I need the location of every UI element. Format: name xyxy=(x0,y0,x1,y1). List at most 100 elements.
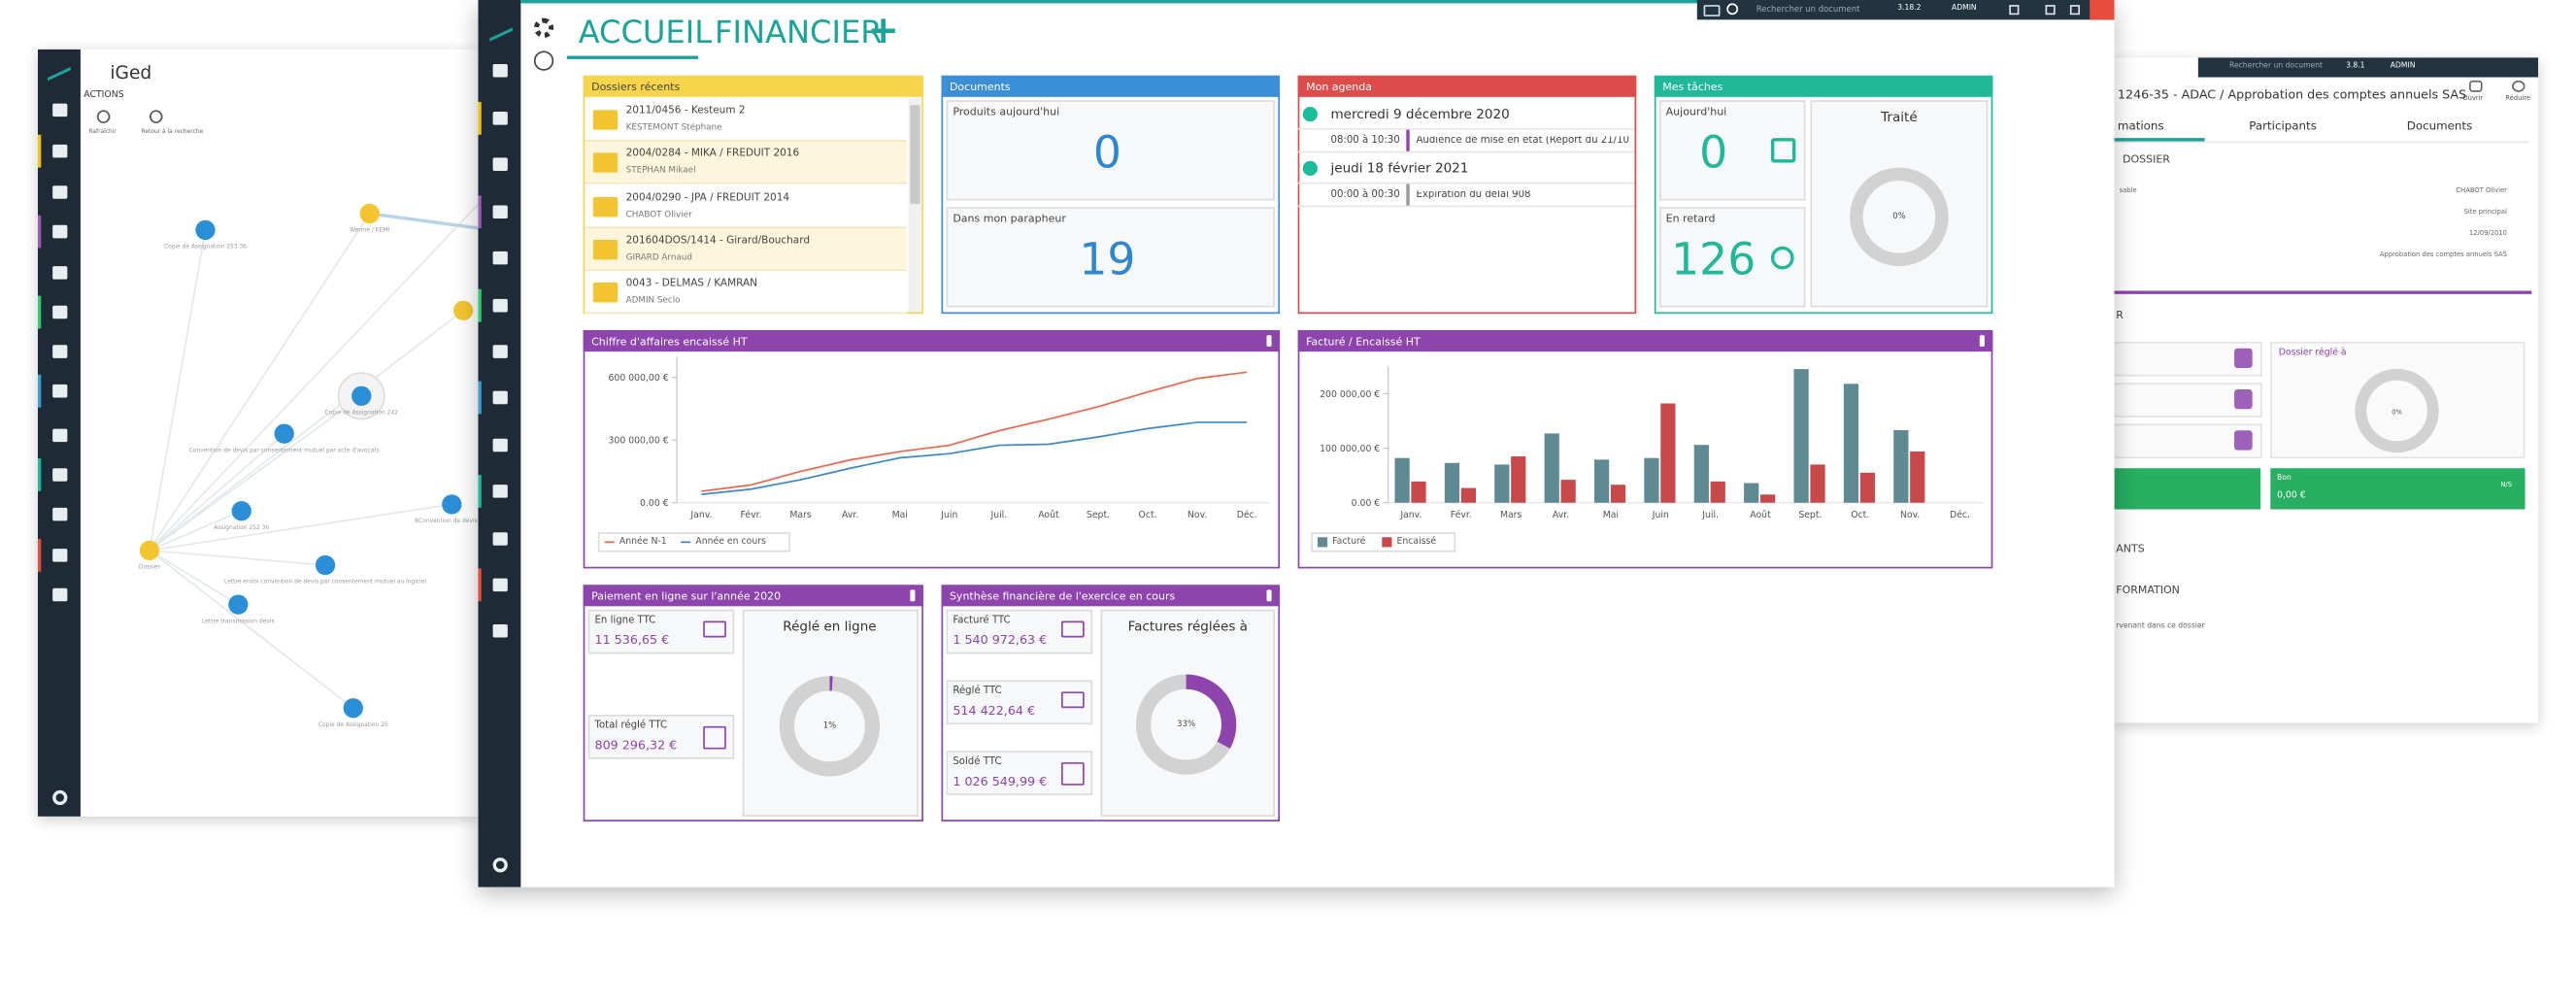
window-control[interactable] xyxy=(2009,5,2020,16)
graph-edge xyxy=(149,549,326,566)
search-icon[interactable] xyxy=(1726,3,1739,16)
status-code: N/S xyxy=(2500,480,2513,488)
sidebar-icon xyxy=(52,587,68,602)
x-tick-label: Juin xyxy=(1652,510,1669,520)
bar xyxy=(1394,457,1410,503)
tile-amount: 514 422,64 € xyxy=(953,703,1036,719)
action-label[interactable]: Retour à la recherche xyxy=(141,127,204,135)
settings-icon[interactable] xyxy=(533,17,554,38)
folder-title[interactable]: 2011/0456 - Kesteum 2 xyxy=(625,105,746,117)
note: rvenant dans ce dossier xyxy=(2116,622,2205,631)
sidebar-icon xyxy=(492,578,508,592)
sidebar-icon xyxy=(52,428,68,443)
user-name[interactable]: ADMIN xyxy=(1952,4,1977,13)
bar xyxy=(1444,462,1460,503)
scrollbar-thumb[interactable] xyxy=(910,105,920,204)
legend-label: Année en cours xyxy=(695,536,766,547)
node-label[interactable]: Lettre envoi convention de devis par con… xyxy=(224,578,426,586)
close-button[interactable] xyxy=(2090,0,2115,20)
bar xyxy=(1793,369,1809,503)
sidebar-icon xyxy=(52,384,68,398)
node-label[interactable]: Lettre transmission devis xyxy=(201,618,275,624)
open-button[interactable]: Ouvrir xyxy=(2462,93,2484,102)
event-label[interactable]: Expiration du délai 908 xyxy=(1416,190,1531,201)
legend xyxy=(1311,532,1456,553)
folder-row[interactable] xyxy=(585,184,907,228)
info-icon[interactable] xyxy=(1266,335,1272,348)
tab[interactable]: mations xyxy=(2117,119,2164,134)
folder-row[interactable] xyxy=(585,142,907,185)
folder-title[interactable]: 2004/0284 - MIKA / FREDUIT 2016 xyxy=(625,148,800,160)
sidebar-icon xyxy=(492,485,508,498)
sidebar-icon xyxy=(52,144,68,158)
node-label[interactable]: Copie de Assignation 242 xyxy=(324,409,398,417)
x-tick-label: Févr. xyxy=(1451,510,1472,520)
settings-icon[interactable] xyxy=(492,857,508,873)
refresh-icon[interactable] xyxy=(533,50,554,71)
info-icon[interactable] xyxy=(910,589,916,602)
action-label[interactable]: Rafraîchir xyxy=(88,127,117,135)
tab[interactable]: FINANCIER xyxy=(715,15,883,51)
folder-title[interactable]: 2004/0290 - JPA / FREDUIT 2014 xyxy=(625,191,790,204)
window-control[interactable] xyxy=(2045,5,2056,16)
panel-title: Mon agenda xyxy=(1306,80,1372,93)
tab[interactable]: Participants xyxy=(2249,119,2317,134)
bar xyxy=(1644,457,1659,503)
x-tick-label: Nov. xyxy=(1188,510,1207,520)
info-icon[interactable] xyxy=(1979,335,1985,348)
sidebar-accent xyxy=(478,288,482,322)
user-name[interactable]: ADMIN xyxy=(2390,61,2416,70)
tile xyxy=(946,751,1093,795)
folder-icon xyxy=(592,196,619,217)
folder-row[interactable] xyxy=(585,227,907,271)
donut-label: 33% xyxy=(1177,720,1196,730)
settings-icon[interactable] xyxy=(52,789,68,806)
add-tab[interactable]: + xyxy=(867,10,899,53)
tile xyxy=(946,609,1093,654)
folder-title[interactable]: 0043 - DELMAS / KAMRAN xyxy=(625,278,757,290)
x-tick-label: Mars xyxy=(1500,510,1522,520)
folder-owner: CHABOT Olivier xyxy=(625,209,692,220)
tab-active[interactable]: ACCUEIL xyxy=(578,15,713,51)
folder-row[interactable] xyxy=(585,98,907,142)
action-icon[interactable] xyxy=(149,110,163,123)
search-box[interactable]: Rechercher un document xyxy=(1756,4,1860,15)
panel-header xyxy=(583,585,923,607)
event-time: 08:00 à 10:30 xyxy=(1330,134,1400,147)
tile-label: Soldé TTC xyxy=(953,755,1002,768)
node-label[interactable]: Assignation 252 36 xyxy=(214,523,270,531)
day-date: jeudi 18 février 2021 xyxy=(1330,160,1469,177)
bar xyxy=(1710,481,1725,503)
tile-label: Réglé TTC xyxy=(953,685,1002,697)
event-row[interactable] xyxy=(1297,182,1635,208)
node-label[interactable]: Wermé / KEMI xyxy=(350,226,390,234)
node-label[interactable]: Copie de Assignation 253 36 xyxy=(164,243,247,251)
graph-node xyxy=(231,501,251,521)
window-control[interactable] xyxy=(2069,5,2081,16)
folder-title[interactable]: 201604DOS/1414 - Girard/Bouchard xyxy=(625,234,811,247)
tab[interactable]: Documents xyxy=(2406,119,2473,134)
node-label[interactable]: BConvention de devis par xyxy=(415,517,478,524)
bar xyxy=(1610,485,1626,503)
graph-edge xyxy=(149,510,243,552)
tab-divider xyxy=(2114,141,2528,144)
event-label[interactable]: Audience de mise en état (Report du 21/1… xyxy=(1416,136,1630,147)
sidebar-accent xyxy=(37,458,42,491)
status-label: Bon xyxy=(2277,474,2292,484)
drawing-group xyxy=(2355,368,2439,453)
folder-row[interactable] xyxy=(585,271,907,315)
graph-edge xyxy=(149,395,362,552)
search-box[interactable]: Rechercher un document xyxy=(2228,61,2324,70)
x-tick-label: Mars xyxy=(789,510,812,520)
event-row[interactable] xyxy=(1297,127,1635,153)
graph-edge xyxy=(149,550,354,709)
info-icon[interactable] xyxy=(1266,589,1272,602)
node-label[interactable]: Dossier xyxy=(138,563,161,571)
x-tick-label: Déc. xyxy=(1237,510,1257,520)
node-label[interactable]: Copie de Assignation 25 xyxy=(318,720,388,728)
bar xyxy=(1910,451,1925,503)
panel-title: Synthèse financière de l'exercice en cou… xyxy=(949,588,1176,603)
node-label[interactable]: Convention de devis par consentement mut… xyxy=(188,447,380,453)
action-icon[interactable] xyxy=(96,110,111,123)
collapse-button[interactable]: Réduire xyxy=(2505,93,2531,102)
